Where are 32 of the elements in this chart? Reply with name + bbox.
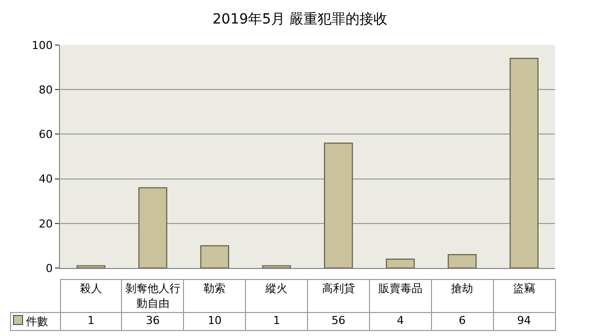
x-tick-label: 殺人 xyxy=(60,280,122,312)
bar xyxy=(386,258,415,268)
y-tick-label: 20 xyxy=(38,217,53,230)
data-label: 36 xyxy=(122,312,184,330)
data-label: 1 xyxy=(246,312,308,330)
y-tick-label: 40 xyxy=(38,172,53,186)
legend-label: 件數 xyxy=(26,315,48,328)
data-label: 1 xyxy=(60,312,122,330)
x-tick-label: 剝奪他人行動自由 xyxy=(122,280,184,312)
x-tick-label: 勒索 xyxy=(184,280,246,312)
data-label: 10 xyxy=(184,312,246,330)
y-tick-label: 100 xyxy=(32,38,53,52)
bar xyxy=(138,187,168,268)
x-tick-label: 販賣毒品 xyxy=(369,280,432,312)
bar xyxy=(262,265,291,268)
data-label: 56 xyxy=(308,312,370,330)
bar xyxy=(200,245,230,268)
x-tick-label: 盜竊 xyxy=(493,280,555,312)
x-tick-label: 搶劫 xyxy=(431,280,494,312)
bar xyxy=(324,142,353,268)
data-label: 94 xyxy=(493,312,555,330)
data-label: 4 xyxy=(369,312,432,330)
chart-title: 2019年5月 嚴重犯罪的接收 xyxy=(212,12,388,28)
y-tick-label: 60 xyxy=(38,128,53,142)
bar xyxy=(510,58,538,268)
y-tick-label: 0 xyxy=(46,262,53,275)
x-tick-label: 高利貸 xyxy=(308,280,370,312)
data-label: 6 xyxy=(431,312,494,330)
bar xyxy=(76,265,106,268)
bar xyxy=(448,254,477,268)
x-tick-label: 縱火 xyxy=(246,280,308,312)
y-tick-label: 80 xyxy=(38,83,53,96)
